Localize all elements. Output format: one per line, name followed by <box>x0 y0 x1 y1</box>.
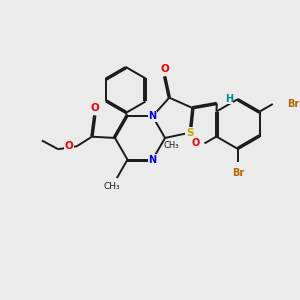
Text: O: O <box>160 64 169 74</box>
Text: Br: Br <box>287 99 299 109</box>
Text: S: S <box>186 128 193 138</box>
Text: Br: Br <box>232 168 244 178</box>
Text: O: O <box>90 103 99 113</box>
Text: N: N <box>148 111 157 121</box>
Text: H: H <box>225 94 233 104</box>
Text: CH₃: CH₃ <box>104 182 121 191</box>
Text: CH₃: CH₃ <box>163 141 178 150</box>
Text: O: O <box>192 138 200 148</box>
Text: N: N <box>148 154 157 165</box>
Text: O: O <box>64 141 73 151</box>
